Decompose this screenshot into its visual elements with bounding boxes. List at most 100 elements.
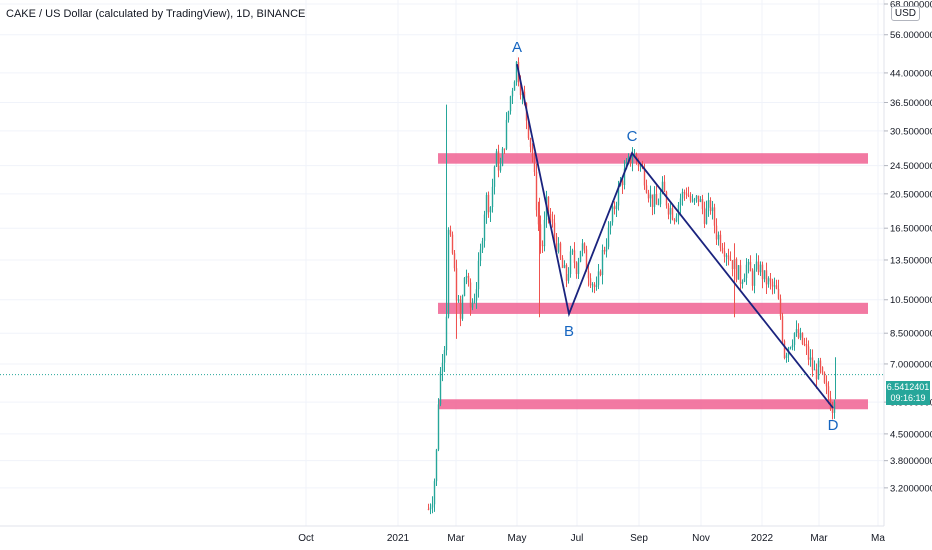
candle-body bbox=[435, 449, 438, 482]
candle-body bbox=[595, 285, 598, 288]
candle-body bbox=[673, 219, 676, 222]
candle-body bbox=[563, 265, 566, 268]
candle-body bbox=[729, 259, 732, 261]
candle-body bbox=[715, 225, 718, 240]
candle-body bbox=[719, 234, 722, 248]
candle-body bbox=[707, 200, 710, 208]
candle-body bbox=[801, 332, 804, 344]
candle-body bbox=[543, 219, 546, 247]
candle-body bbox=[589, 278, 592, 286]
candle-body bbox=[827, 386, 830, 398]
candle-body bbox=[833, 401, 836, 413]
candle-body bbox=[515, 61, 518, 82]
time-tick-label: May bbox=[508, 533, 527, 544]
candle-body bbox=[497, 151, 500, 171]
candle-body bbox=[599, 271, 602, 275]
candle-body bbox=[631, 156, 634, 164]
candle-body bbox=[477, 260, 480, 290]
candle-body bbox=[669, 208, 672, 215]
candle-body bbox=[615, 205, 618, 210]
candle-body bbox=[441, 362, 444, 372]
candle-body bbox=[575, 262, 578, 275]
candle-body bbox=[537, 210, 540, 225]
candle-body bbox=[749, 261, 752, 272]
candle-body bbox=[759, 264, 762, 273]
candle-body bbox=[539, 224, 542, 246]
zone-rect bbox=[438, 399, 868, 410]
candle-body bbox=[565, 265, 568, 281]
time-tick-label: Jul bbox=[571, 533, 584, 544]
candle-body bbox=[743, 278, 746, 282]
candle-body bbox=[659, 192, 662, 205]
candle-body bbox=[597, 271, 600, 286]
price-tick-label: 4.5000000 bbox=[890, 429, 932, 440]
candle-body bbox=[761, 264, 764, 280]
candle-body bbox=[549, 214, 552, 219]
currency-badge[interactable]: USD bbox=[890, 6, 920, 21]
candle-body bbox=[745, 264, 748, 279]
candle-body bbox=[713, 207, 716, 226]
candle-body bbox=[665, 191, 668, 206]
candle-body bbox=[685, 193, 688, 195]
candle-body bbox=[485, 194, 488, 215]
candle-body bbox=[735, 259, 738, 280]
candle-body bbox=[511, 90, 514, 97]
price-tick-label: 16.5000000 bbox=[890, 224, 932, 235]
candle-body bbox=[531, 146, 534, 158]
candle-body bbox=[623, 168, 626, 186]
candle-body bbox=[705, 207, 708, 224]
candle-body bbox=[493, 166, 496, 187]
candle-body bbox=[465, 275, 468, 278]
time-tick-label: 2022 bbox=[751, 533, 774, 544]
candle-body bbox=[587, 271, 590, 279]
pattern-line bbox=[516, 63, 834, 409]
candle-body bbox=[429, 507, 432, 510]
candlestick-series bbox=[427, 57, 836, 515]
candle-body bbox=[637, 160, 640, 167]
candle-body bbox=[655, 194, 658, 205]
candle-body bbox=[627, 156, 630, 163]
abcd-pattern: A B C D bbox=[512, 39, 839, 434]
time-tick-label: Mar bbox=[447, 533, 465, 544]
candle-body bbox=[809, 357, 812, 360]
candle-body bbox=[663, 181, 666, 192]
price-tick-label: 44.0000000 bbox=[890, 68, 932, 79]
candle-body bbox=[461, 295, 464, 319]
candle-body bbox=[751, 271, 754, 286]
price-tick-label: 3.8000000 bbox=[890, 456, 932, 467]
candle-body bbox=[643, 168, 646, 186]
candle-body bbox=[767, 278, 770, 285]
candle-body bbox=[585, 249, 588, 272]
candle-body bbox=[657, 204, 660, 206]
candle-body bbox=[513, 81, 516, 91]
candle-body bbox=[645, 185, 648, 193]
candle-body bbox=[571, 250, 574, 252]
candle-body bbox=[815, 369, 818, 380]
candle-body bbox=[697, 195, 700, 202]
candle-body bbox=[591, 284, 594, 286]
candle-body bbox=[559, 243, 562, 259]
candle-body bbox=[489, 206, 492, 213]
candle-body bbox=[739, 265, 742, 284]
candle-body bbox=[803, 343, 806, 345]
time-tick-label: Ma bbox=[871, 533, 885, 544]
candle-body bbox=[443, 350, 446, 363]
candle-body bbox=[561, 258, 564, 268]
candle-body bbox=[629, 156, 632, 164]
price-tick-label: 20.5000000 bbox=[890, 189, 932, 200]
candle-body bbox=[529, 138, 532, 147]
candle-body bbox=[639, 165, 642, 167]
candle-body bbox=[491, 186, 494, 207]
candle-body bbox=[567, 274, 570, 281]
candle-body bbox=[805, 344, 808, 347]
price-tick-label: 10.5000000 bbox=[890, 295, 932, 306]
candle-body bbox=[825, 382, 828, 387]
candle-body bbox=[553, 222, 556, 237]
candle-body bbox=[487, 194, 490, 213]
candle-body bbox=[679, 198, 682, 205]
candle-body bbox=[793, 333, 796, 345]
candle-body bbox=[535, 171, 538, 211]
candle-body bbox=[813, 369, 816, 371]
candle-body bbox=[689, 196, 692, 201]
